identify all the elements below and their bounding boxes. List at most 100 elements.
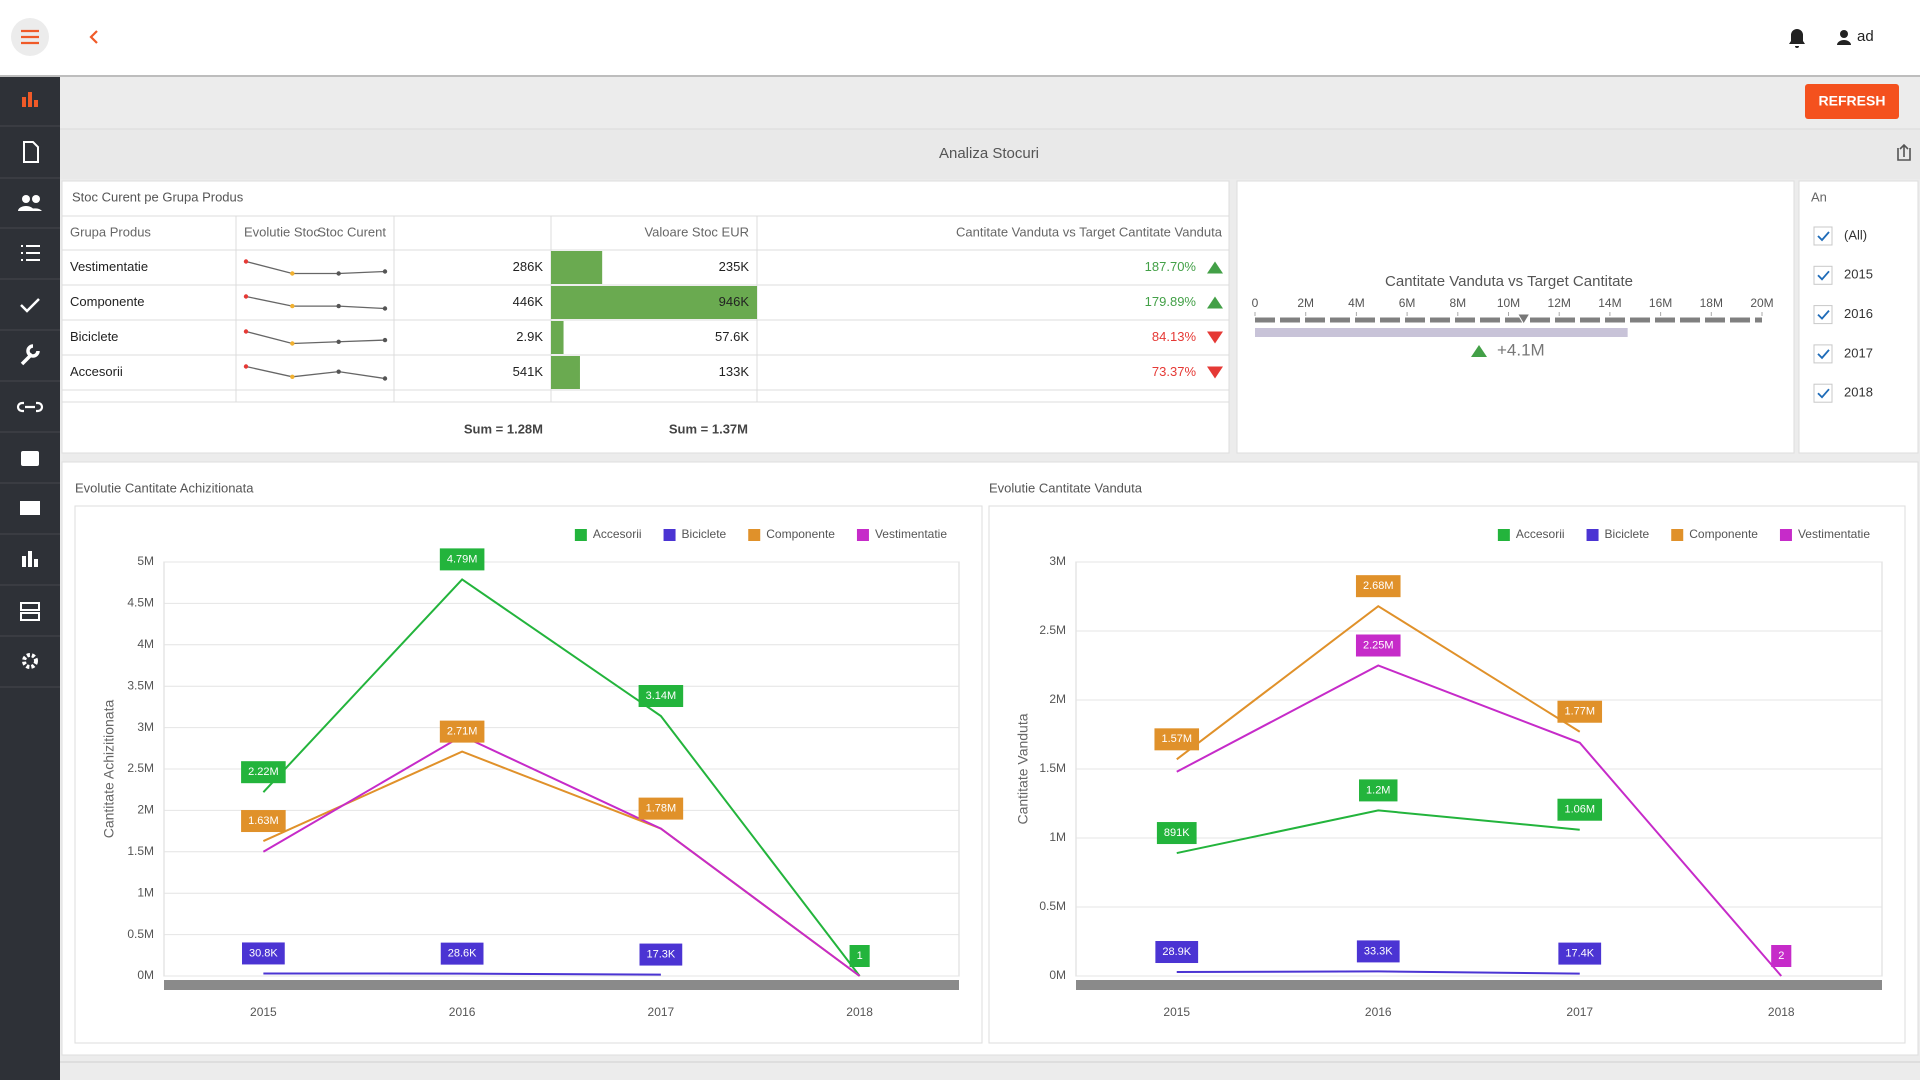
nav-reports[interactable] [22,551,38,567]
gauge-panel [1236,180,1795,454]
sparkline-point [290,271,295,276]
export-button[interactable] [1897,143,1911,161]
legend-swatch[interactable] [856,529,869,541]
legend-swatch[interactable] [1671,529,1684,541]
legend-label[interactable]: Accesorii [593,527,642,541]
legend-label[interactable]: Vestimentatie [1798,527,1870,541]
sum: Sum = 1.28M [464,421,543,436]
back-button[interactable] [89,30,98,44]
value-label-box [639,943,683,966]
filter-option[interactable]: 2017 [1844,345,1873,360]
value-label-box [1356,940,1400,963]
nav-links[interactable] [16,401,44,413]
filter-option[interactable]: 2015 [1844,267,1873,282]
checkbox[interactable] [1813,383,1833,403]
gauge-tick-label: 8M [1449,296,1466,310]
value-label: 17.4K [1565,948,1594,960]
value-label: 1.06M [1564,804,1595,816]
legend-label[interactable]: Componente [766,527,835,541]
nav-tools[interactable] [20,344,40,366]
sparkline-point [243,259,249,264]
nav-list[interactable] [21,245,40,261]
sparkline-point [290,303,295,309]
sparkline-point [336,271,341,276]
checkmark[interactable] [1817,388,1830,399]
y-tick-label: 0.5M [1039,899,1066,913]
y-tick-label: 4M [137,637,154,651]
legend-label[interactable]: Vestimentatie [875,527,947,541]
legend-swatch[interactable] [663,529,676,541]
user-icon[interactable] [1837,30,1851,45]
series-line [262,578,861,977]
nav-storage[interactable] [20,602,40,621]
checkbox[interactable] [1813,344,1833,364]
checkbox[interactable] [1813,305,1833,325]
legend-swatch[interactable] [1779,529,1792,541]
legend-swatch[interactable] [574,529,587,541]
filter-option[interactable]: 2016 [1844,306,1873,321]
ratio: 84.13% [1152,329,1197,344]
value-label-box [439,548,485,571]
trend-arrow [1207,296,1223,309]
sparkline [245,330,386,345]
value-label: 4.79M [447,553,478,565]
legend-swatch[interactable] [1586,529,1599,541]
gauge-delta: +4.1M [1497,340,1545,359]
value-label: 3.14M [646,690,677,702]
x-tick-label: 2016 [1365,1005,1392,1019]
menu-button[interactable] [11,18,49,56]
legend-label[interactable]: Biciclete [682,527,727,541]
sparkline-point [382,306,388,311]
checkmark[interactable] [1817,231,1830,242]
nav-users[interactable] [18,195,42,211]
legend-label[interactable]: Biciclete [1605,527,1650,541]
ratio: 73.37% [1152,364,1197,379]
dashboard-title: Analiza Stocuri [939,145,1039,162]
refresh-label[interactable]: REFRESH [1819,93,1886,109]
y-tick-label: 1M [137,885,154,899]
series-line [1176,604,1581,761]
legend-swatch[interactable] [1497,529,1510,541]
stock-eur: 57.6K [715,329,749,344]
gauge-tick-label: 6M [1399,296,1416,310]
legend-label[interactable]: Componente [1689,527,1758,541]
y-tick-label: 1.5M [127,844,154,858]
nav-documents[interactable] [23,141,39,163]
checkbox[interactable] [1813,226,1833,246]
legend-label[interactable]: Accesorii [1516,527,1565,541]
refresh-button[interactable] [1805,84,1899,119]
header [0,0,1920,76]
gauge-tick-label: 2M [1297,296,1314,310]
user-name[interactable]: ad [1857,28,1874,45]
value-label: 1.77M [1564,706,1595,718]
value-label: 891K [1164,827,1190,839]
chart-title: Evolutie Cantitate Vanduta [989,480,1143,495]
checkmark[interactable] [1817,270,1830,281]
stock-eur: 133K [719,364,750,379]
legend-swatch[interactable] [748,529,761,541]
nav-tasks[interactable] [20,298,40,313]
gauge-tick-label: 10M [1497,296,1520,310]
nav-mail[interactable] [20,501,40,515]
y-tick-label: 3.5M [127,678,154,692]
nav-settings[interactable] [22,653,38,669]
value-label-box [1558,942,1602,965]
nav-dashboard[interactable] [22,92,38,107]
y-tick-label: 0.5M [127,927,154,941]
filter-title: An [1811,189,1827,204]
filter-option[interactable]: (All) [1844,227,1867,242]
filter-option[interactable]: 2018 [1844,385,1873,400]
value-label: 2.25M [1363,639,1394,651]
value-label-box [638,685,684,708]
nav-inventory[interactable] [21,451,39,466]
checkmark[interactable] [1817,310,1830,320]
sparkline-point [382,337,388,343]
product-group: Biciclete [70,329,118,344]
y-tick-label: 5M [137,554,154,568]
checkmark[interactable] [1817,349,1830,360]
checkbox[interactable] [1813,265,1833,285]
stock-eur: 946K [719,294,750,309]
y-tick-label: 1M [1049,830,1066,844]
notifications-icon[interactable] [1789,29,1805,48]
